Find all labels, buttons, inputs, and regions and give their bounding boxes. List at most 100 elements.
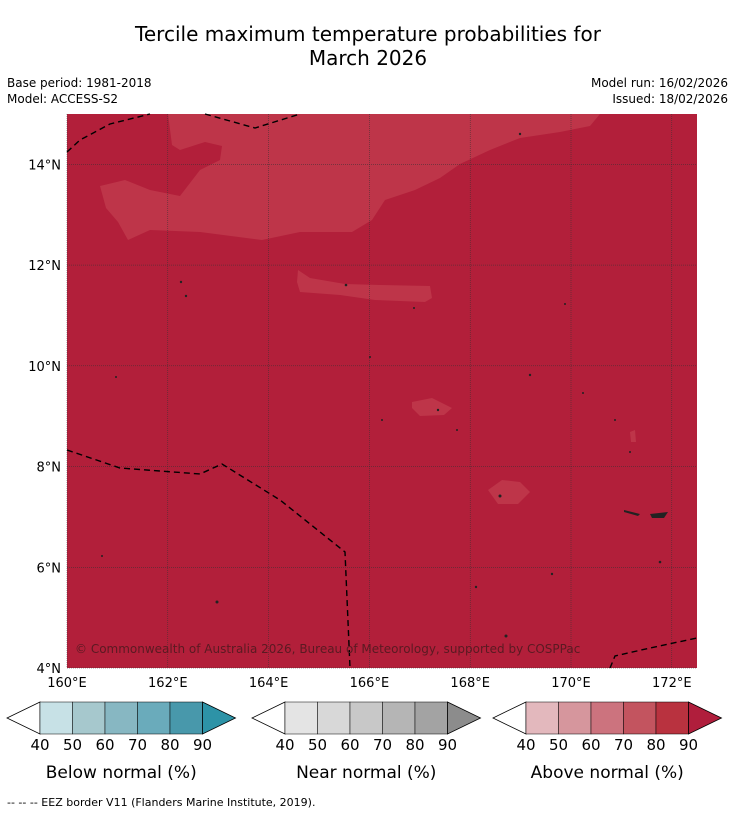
model-run: Model run: 16/02/2026	[590, 76, 728, 90]
colorbar-cell	[104, 701, 138, 735]
colorbar-tick-label: 70	[128, 736, 147, 754]
colorbar-lower-extension	[492, 701, 527, 735]
colorbar-tick-label: 80	[405, 736, 424, 754]
colorbar-cell	[525, 701, 559, 735]
x-tick-label: 168°E	[450, 676, 490, 691]
island	[658, 560, 662, 564]
colorbar-tick-label: 60	[581, 736, 600, 754]
island	[614, 419, 616, 421]
colorbar-cell	[317, 701, 351, 735]
island	[413, 307, 415, 309]
colorbar-above-normal: 40 50 60 70 80 90 Above normal (%)	[492, 701, 723, 783]
model-name: Model: ACCESS-S2	[7, 92, 119, 106]
above-normal-70-80-small-patch-2	[488, 480, 530, 504]
title-line-1: Tercile maximum temperature probabilitie…	[135, 22, 601, 46]
title-line-2: March 2026	[308, 46, 428, 70]
colorbar-tick-label: 40	[275, 736, 294, 754]
y-tick-label: 10°N	[28, 360, 61, 375]
x-tick-label: 172°E	[652, 676, 692, 691]
colorbar-tick-label: 80	[160, 736, 179, 754]
colorbar-tick-label: 50	[549, 736, 568, 754]
colorbar-lower-extension	[251, 701, 286, 735]
x-tick-label: 166°E	[350, 676, 390, 691]
colorbar-tick-label: 90	[193, 736, 212, 754]
colorbar-cell	[137, 701, 171, 735]
meta-left: Base period: 1981-2018 Model: ACCESS-S2	[7, 75, 152, 107]
island	[369, 356, 371, 358]
colorbar-cell	[284, 701, 318, 735]
atoll-outline	[624, 510, 640, 516]
eez-border-south	[66, 449, 351, 669]
colorbar-tick-label: 60	[340, 736, 359, 754]
island	[344, 283, 348, 287]
island	[115, 376, 117, 378]
x-tick-label: 162°E	[148, 676, 188, 691]
colorbar-cell	[414, 701, 448, 735]
colorbar-label: Below normal (%)	[46, 763, 197, 783]
gridlines	[66, 114, 697, 669]
colorbars: 40 50 60 70 80 90 Below normal (%) 40 50 60 70 80 90…	[6, 701, 723, 783]
colorbar-tick-label: 90	[679, 736, 698, 754]
island	[528, 373, 532, 377]
colorbar-cell	[558, 701, 592, 735]
eez-borders	[66, 113, 698, 669]
island	[518, 132, 522, 136]
colorbar-cell	[169, 701, 203, 735]
colorbar-cell	[655, 701, 689, 735]
colorbar-tick-label: 80	[646, 736, 665, 754]
colorbar-upper-extension	[447, 701, 482, 735]
x-tick-label: 170°E	[551, 676, 591, 691]
colorbar-cell	[39, 701, 73, 735]
island	[474, 585, 478, 589]
axis-labels: 160°E 162°E 164°E 166°E 168°E 170°E 172°E 4°N 6°…	[28, 158, 691, 691]
colorbar-cell	[72, 701, 106, 735]
island	[564, 303, 566, 305]
colorbar-label: Near normal (%)	[296, 763, 436, 783]
eez-border-southeast	[609, 637, 698, 669]
y-tick-label: 8°N	[37, 461, 62, 476]
above-normal-70-80-small-patch-1	[412, 398, 452, 416]
colorbar-tick-label: 90	[438, 736, 457, 754]
colorbar-lower-extension	[6, 701, 41, 735]
colorbar-tick-label: 40	[516, 736, 535, 754]
x-tick-label: 164°E	[249, 676, 289, 691]
x-tick-label: 160°E	[47, 676, 87, 691]
island	[498, 494, 502, 498]
colorbar-cell	[623, 701, 657, 735]
y-tick-label: 14°N	[28, 158, 61, 173]
colorbar-upper-extension	[688, 701, 723, 735]
atoll-outline	[650, 512, 668, 518]
colorbar-cell	[590, 701, 624, 735]
meta-right: Model run: 16/02/2026 Issued: 18/02/2026	[591, 75, 728, 107]
above-normal-70-80-central-patch	[297, 270, 432, 302]
island	[381, 419, 383, 421]
above-normal-70-80-small-patch-3	[630, 430, 636, 442]
map-area: © Commonwealth of Australia 2026, Bureau…	[66, 113, 698, 669]
islands	[101, 132, 668, 638]
copyright-notice: © Commonwealth of Australia 2026, Bureau…	[75, 642, 580, 656]
island	[101, 555, 103, 557]
island	[179, 280, 183, 284]
island	[215, 600, 219, 604]
colorbar-cell	[382, 701, 416, 735]
island	[629, 451, 631, 453]
colorbar-tick-label: 40	[30, 736, 49, 754]
colorbar-upper-extension	[202, 701, 237, 735]
y-tick-label: 6°N	[37, 561, 62, 576]
chart-title: Tercile maximum temperature probabilitie…	[0, 22, 736, 70]
base-period: Base period: 1981-2018	[7, 76, 152, 90]
island	[456, 429, 458, 431]
colorbar-cell	[349, 701, 383, 735]
y-tick-label: 4°N	[37, 662, 62, 677]
island	[504, 634, 508, 638]
y-tick-label: 12°N	[28, 259, 61, 274]
island	[184, 294, 188, 298]
colorbar-below-normal: 40 50 60 70 80 90 Below normal (%)	[6, 701, 237, 783]
colorbar-tick-label: 50	[63, 736, 82, 754]
colorbar-label: Above normal (%)	[531, 763, 684, 783]
eez-border-northwest	[66, 113, 151, 153]
colorbar-tick-label: 70	[373, 736, 392, 754]
colorbar-tick-label: 60	[95, 736, 114, 754]
